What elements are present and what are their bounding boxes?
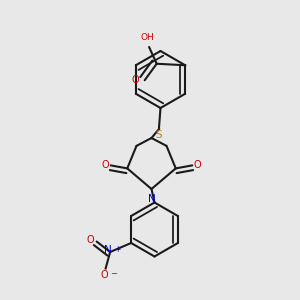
Text: +: +: [114, 245, 120, 254]
Text: O: O: [194, 160, 202, 170]
Text: O: O: [87, 235, 94, 245]
Text: −: −: [110, 269, 117, 278]
Text: N: N: [148, 194, 155, 204]
Text: O: O: [132, 75, 139, 85]
Text: O: O: [100, 269, 108, 280]
Text: S: S: [156, 130, 162, 140]
Text: OH: OH: [141, 33, 154, 42]
Text: O: O: [101, 160, 109, 170]
Text: N: N: [104, 245, 112, 255]
